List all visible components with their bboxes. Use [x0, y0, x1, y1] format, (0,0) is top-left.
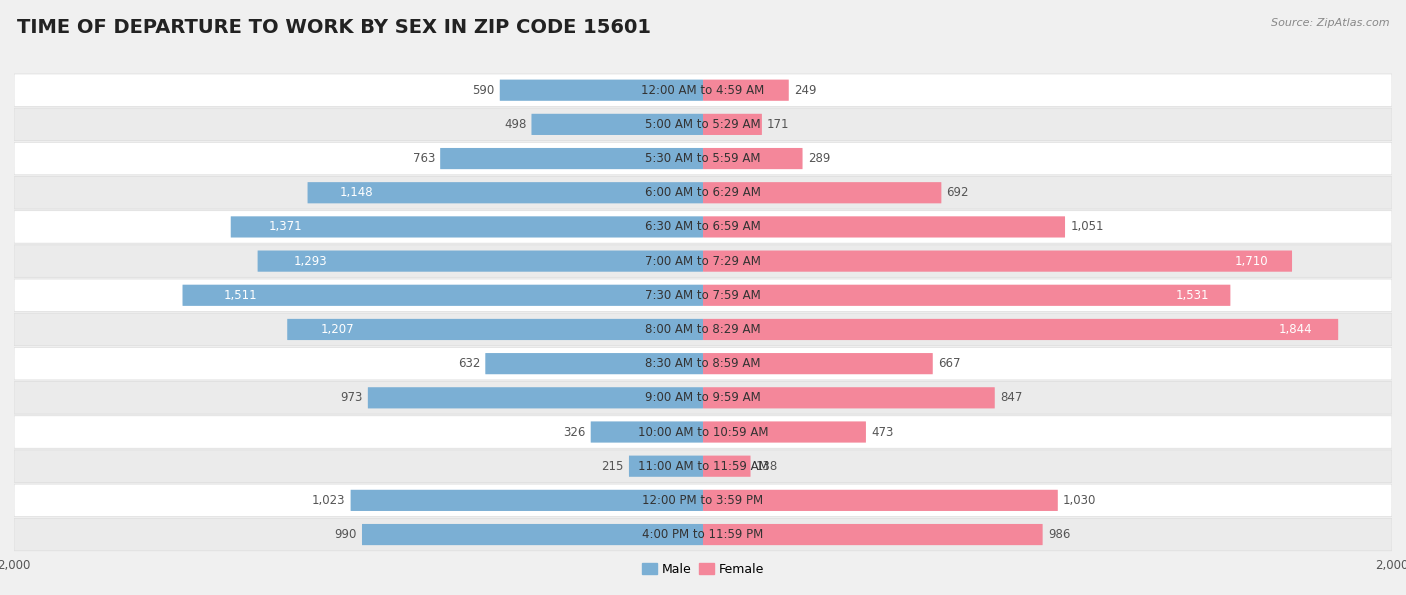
- Text: 632: 632: [458, 357, 479, 370]
- Text: 1,371: 1,371: [269, 220, 302, 233]
- FancyBboxPatch shape: [440, 148, 703, 169]
- Text: 1,148: 1,148: [339, 186, 373, 199]
- FancyBboxPatch shape: [703, 456, 751, 477]
- Text: 1,531: 1,531: [1175, 289, 1209, 302]
- Text: 1,511: 1,511: [224, 289, 257, 302]
- FancyBboxPatch shape: [591, 421, 703, 443]
- Text: 326: 326: [564, 425, 585, 439]
- FancyBboxPatch shape: [14, 142, 1392, 175]
- FancyBboxPatch shape: [485, 353, 703, 374]
- Text: 473: 473: [872, 425, 893, 439]
- Text: 590: 590: [472, 84, 495, 97]
- Text: 289: 289: [807, 152, 830, 165]
- FancyBboxPatch shape: [257, 250, 703, 272]
- Legend: Male, Female: Male, Female: [637, 558, 769, 581]
- FancyBboxPatch shape: [703, 182, 942, 203]
- Text: 4:00 PM to 11:59 PM: 4:00 PM to 11:59 PM: [643, 528, 763, 541]
- FancyBboxPatch shape: [14, 245, 1392, 277]
- FancyBboxPatch shape: [703, 524, 1043, 545]
- Text: 11:00 AM to 11:59 AM: 11:00 AM to 11:59 AM: [638, 460, 768, 472]
- FancyBboxPatch shape: [183, 284, 703, 306]
- FancyBboxPatch shape: [14, 416, 1392, 448]
- Text: 1,293: 1,293: [294, 255, 326, 268]
- FancyBboxPatch shape: [14, 484, 1392, 516]
- FancyBboxPatch shape: [14, 211, 1392, 243]
- Text: 9:00 AM to 9:59 AM: 9:00 AM to 9:59 AM: [645, 392, 761, 405]
- FancyBboxPatch shape: [14, 279, 1392, 312]
- Text: 10:00 AM to 10:59 AM: 10:00 AM to 10:59 AM: [638, 425, 768, 439]
- FancyBboxPatch shape: [499, 80, 703, 101]
- Text: 12:00 AM to 4:59 AM: 12:00 AM to 4:59 AM: [641, 84, 765, 97]
- FancyBboxPatch shape: [703, 353, 932, 374]
- FancyBboxPatch shape: [14, 381, 1392, 414]
- Text: 990: 990: [335, 528, 357, 541]
- FancyBboxPatch shape: [531, 114, 703, 135]
- FancyBboxPatch shape: [14, 518, 1392, 551]
- FancyBboxPatch shape: [628, 456, 703, 477]
- Text: 5:30 AM to 5:59 AM: 5:30 AM to 5:59 AM: [645, 152, 761, 165]
- Text: 12:00 PM to 3:59 PM: 12:00 PM to 3:59 PM: [643, 494, 763, 507]
- Text: 215: 215: [602, 460, 624, 472]
- FancyBboxPatch shape: [287, 319, 703, 340]
- FancyBboxPatch shape: [703, 114, 762, 135]
- Text: 986: 986: [1047, 528, 1070, 541]
- FancyBboxPatch shape: [368, 387, 703, 408]
- Text: 171: 171: [768, 118, 790, 131]
- Text: 973: 973: [340, 392, 363, 405]
- FancyBboxPatch shape: [703, 387, 995, 408]
- Text: 8:00 AM to 8:29 AM: 8:00 AM to 8:29 AM: [645, 323, 761, 336]
- Text: 1,030: 1,030: [1063, 494, 1097, 507]
- Text: 692: 692: [946, 186, 969, 199]
- FancyBboxPatch shape: [14, 108, 1392, 140]
- FancyBboxPatch shape: [703, 250, 1292, 272]
- Text: Source: ZipAtlas.com: Source: ZipAtlas.com: [1271, 18, 1389, 28]
- Text: 138: 138: [755, 460, 778, 472]
- FancyBboxPatch shape: [14, 74, 1392, 107]
- FancyBboxPatch shape: [703, 284, 1230, 306]
- FancyBboxPatch shape: [308, 182, 703, 203]
- FancyBboxPatch shape: [361, 524, 703, 545]
- FancyBboxPatch shape: [703, 421, 866, 443]
- Text: 1,023: 1,023: [312, 494, 346, 507]
- Text: 7:00 AM to 7:29 AM: 7:00 AM to 7:29 AM: [645, 255, 761, 268]
- FancyBboxPatch shape: [14, 450, 1392, 483]
- Text: TIME OF DEPARTURE TO WORK BY SEX IN ZIP CODE 15601: TIME OF DEPARTURE TO WORK BY SEX IN ZIP …: [17, 18, 651, 37]
- FancyBboxPatch shape: [14, 313, 1392, 346]
- Text: 1,051: 1,051: [1070, 220, 1104, 233]
- Text: 6:00 AM to 6:29 AM: 6:00 AM to 6:29 AM: [645, 186, 761, 199]
- Text: 1,710: 1,710: [1234, 255, 1268, 268]
- Text: 8:30 AM to 8:59 AM: 8:30 AM to 8:59 AM: [645, 357, 761, 370]
- FancyBboxPatch shape: [231, 217, 703, 237]
- Text: 498: 498: [503, 118, 526, 131]
- Text: 249: 249: [794, 84, 817, 97]
- Text: 1,844: 1,844: [1279, 323, 1313, 336]
- FancyBboxPatch shape: [14, 177, 1392, 209]
- FancyBboxPatch shape: [350, 490, 703, 511]
- FancyBboxPatch shape: [703, 319, 1339, 340]
- FancyBboxPatch shape: [14, 347, 1392, 380]
- FancyBboxPatch shape: [703, 490, 1057, 511]
- Text: 847: 847: [1000, 392, 1022, 405]
- Text: 763: 763: [412, 152, 434, 165]
- Text: 6:30 AM to 6:59 AM: 6:30 AM to 6:59 AM: [645, 220, 761, 233]
- Text: 1,207: 1,207: [321, 323, 354, 336]
- Text: 667: 667: [938, 357, 960, 370]
- FancyBboxPatch shape: [703, 80, 789, 101]
- Text: 7:30 AM to 7:59 AM: 7:30 AM to 7:59 AM: [645, 289, 761, 302]
- FancyBboxPatch shape: [703, 148, 803, 169]
- FancyBboxPatch shape: [703, 217, 1064, 237]
- Text: 5:00 AM to 5:29 AM: 5:00 AM to 5:29 AM: [645, 118, 761, 131]
